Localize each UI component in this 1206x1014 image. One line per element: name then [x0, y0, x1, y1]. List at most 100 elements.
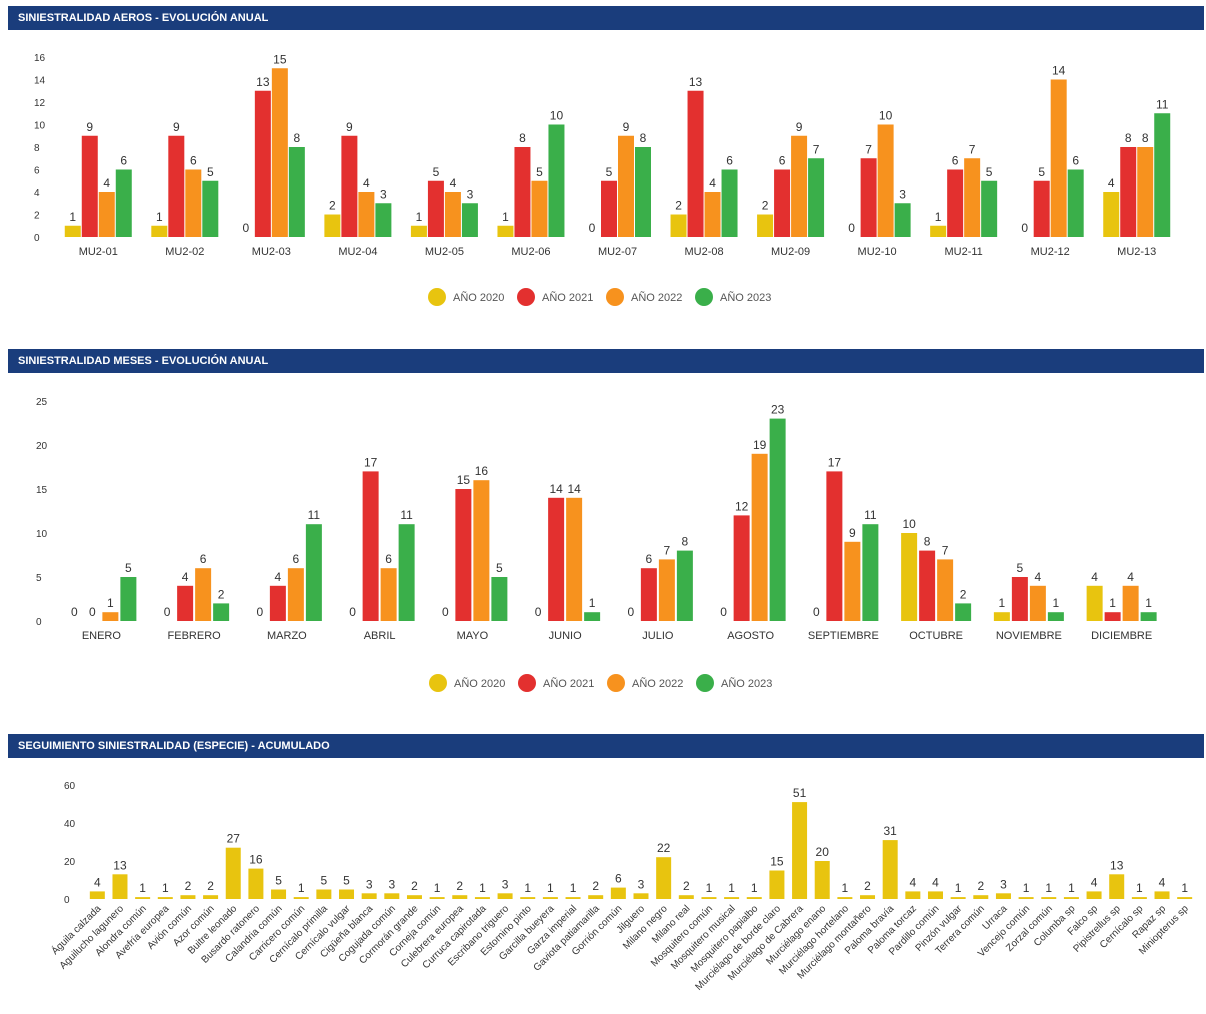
data-label: 9 — [86, 120, 93, 134]
data-label: 4 — [182, 570, 189, 584]
data-label: 1 — [547, 881, 554, 895]
data-label: 6 — [293, 552, 300, 566]
bar — [288, 147, 305, 237]
data-label: 2 — [864, 879, 871, 893]
category-label: MU2-06 — [511, 246, 550, 258]
legend-marker — [429, 674, 447, 692]
data-label: 0 — [243, 221, 250, 235]
data-label: 0 — [848, 221, 855, 235]
data-label: 1 — [139, 881, 146, 895]
legend-label: AÑO 2020 — [453, 291, 504, 304]
category-label: OCTUBRE — [909, 630, 963, 642]
category-label: ABRIL — [364, 630, 396, 642]
data-label: 27 — [227, 832, 241, 846]
data-label: 4 — [1127, 570, 1134, 584]
data-label: 2 — [207, 879, 214, 893]
data-label: 20 — [816, 845, 830, 859]
data-label: 4 — [1091, 570, 1098, 584]
bar — [514, 147, 531, 237]
data-label: 1 — [156, 210, 163, 224]
y-tick-label: 14 — [34, 76, 46, 87]
bar — [877, 124, 894, 237]
bar — [520, 897, 536, 899]
bar — [704, 192, 721, 237]
meses-panel: SINIESTRALIDAD MESES - EVOLUCIÓN ANUAL 0… — [8, 349, 1204, 692]
bar — [1029, 585, 1046, 621]
data-label: 11 — [400, 508, 413, 522]
data-label: 14 — [1052, 64, 1066, 78]
data-label: 3 — [502, 877, 509, 891]
bar — [919, 550, 936, 621]
especie-header: SEGUIMIENTO SINIESTRALIDAD (ESPECIE) - A… — [8, 734, 1204, 758]
legend-label: AÑO 2023 — [721, 677, 772, 690]
data-label: 0 — [720, 605, 727, 619]
category-label: MU2-08 — [684, 246, 723, 258]
data-label: 13 — [256, 75, 270, 89]
data-label: 5 — [986, 165, 993, 179]
bar — [947, 169, 964, 237]
data-label: 1 — [298, 881, 305, 895]
bar — [588, 895, 604, 899]
bar — [635, 147, 651, 237]
y-tick-label: 12 — [34, 98, 46, 109]
bar — [930, 225, 947, 237]
data-label: 1 — [955, 881, 962, 895]
y-tick-label: 60 — [64, 781, 76, 792]
category-label: MU2-09 — [771, 246, 810, 258]
category-label: MU2-02 — [165, 246, 204, 258]
bar — [358, 192, 375, 237]
data-label: 10 — [879, 109, 893, 123]
data-label: 6 — [120, 154, 127, 168]
bar — [769, 418, 786, 621]
data-label: 6 — [726, 154, 733, 168]
data-label: 2 — [683, 879, 690, 893]
category-label: MU2-07 — [598, 246, 637, 258]
data-label: 11 — [1156, 97, 1169, 111]
data-label: 2 — [218, 587, 225, 601]
bar — [769, 870, 785, 899]
bar — [1067, 169, 1084, 237]
bar — [964, 158, 981, 237]
data-label: 15 — [457, 473, 471, 487]
bar — [406, 895, 422, 899]
data-label: 9 — [796, 120, 803, 134]
bar — [473, 480, 490, 621]
data-label: 4 — [1035, 570, 1042, 584]
data-label: 6 — [190, 154, 197, 168]
bar — [1177, 897, 1193, 899]
bar — [380, 568, 397, 621]
bar — [610, 887, 626, 899]
bar — [316, 889, 332, 899]
bar — [1033, 180, 1050, 237]
bar — [452, 895, 468, 899]
y-tick-label: 25 — [36, 397, 48, 408]
data-label: 2 — [675, 199, 682, 213]
bar — [837, 897, 853, 899]
bar — [670, 214, 687, 237]
category-label: ENERO — [82, 630, 122, 642]
bar — [792, 802, 808, 899]
data-label: 9 — [849, 526, 856, 540]
data-label: 7 — [664, 543, 671, 557]
bar — [271, 68, 288, 237]
bar — [202, 180, 219, 237]
bar — [1137, 147, 1154, 237]
data-label: 3 — [899, 187, 906, 201]
y-tick-label: 6 — [34, 166, 40, 177]
data-label: 8 — [1125, 131, 1132, 145]
legend-marker — [606, 288, 624, 306]
bar — [293, 897, 309, 899]
data-label: 7 — [969, 142, 976, 156]
category-label: MAYO — [457, 630, 489, 642]
bar — [721, 169, 738, 237]
bar — [548, 497, 565, 621]
category-label: DICIEMBRE — [1091, 630, 1152, 642]
bar — [950, 897, 966, 899]
data-label: 8 — [924, 535, 931, 549]
bar — [269, 585, 286, 621]
data-label: 16 — [475, 464, 489, 478]
bar — [427, 180, 444, 237]
bar — [112, 874, 128, 899]
